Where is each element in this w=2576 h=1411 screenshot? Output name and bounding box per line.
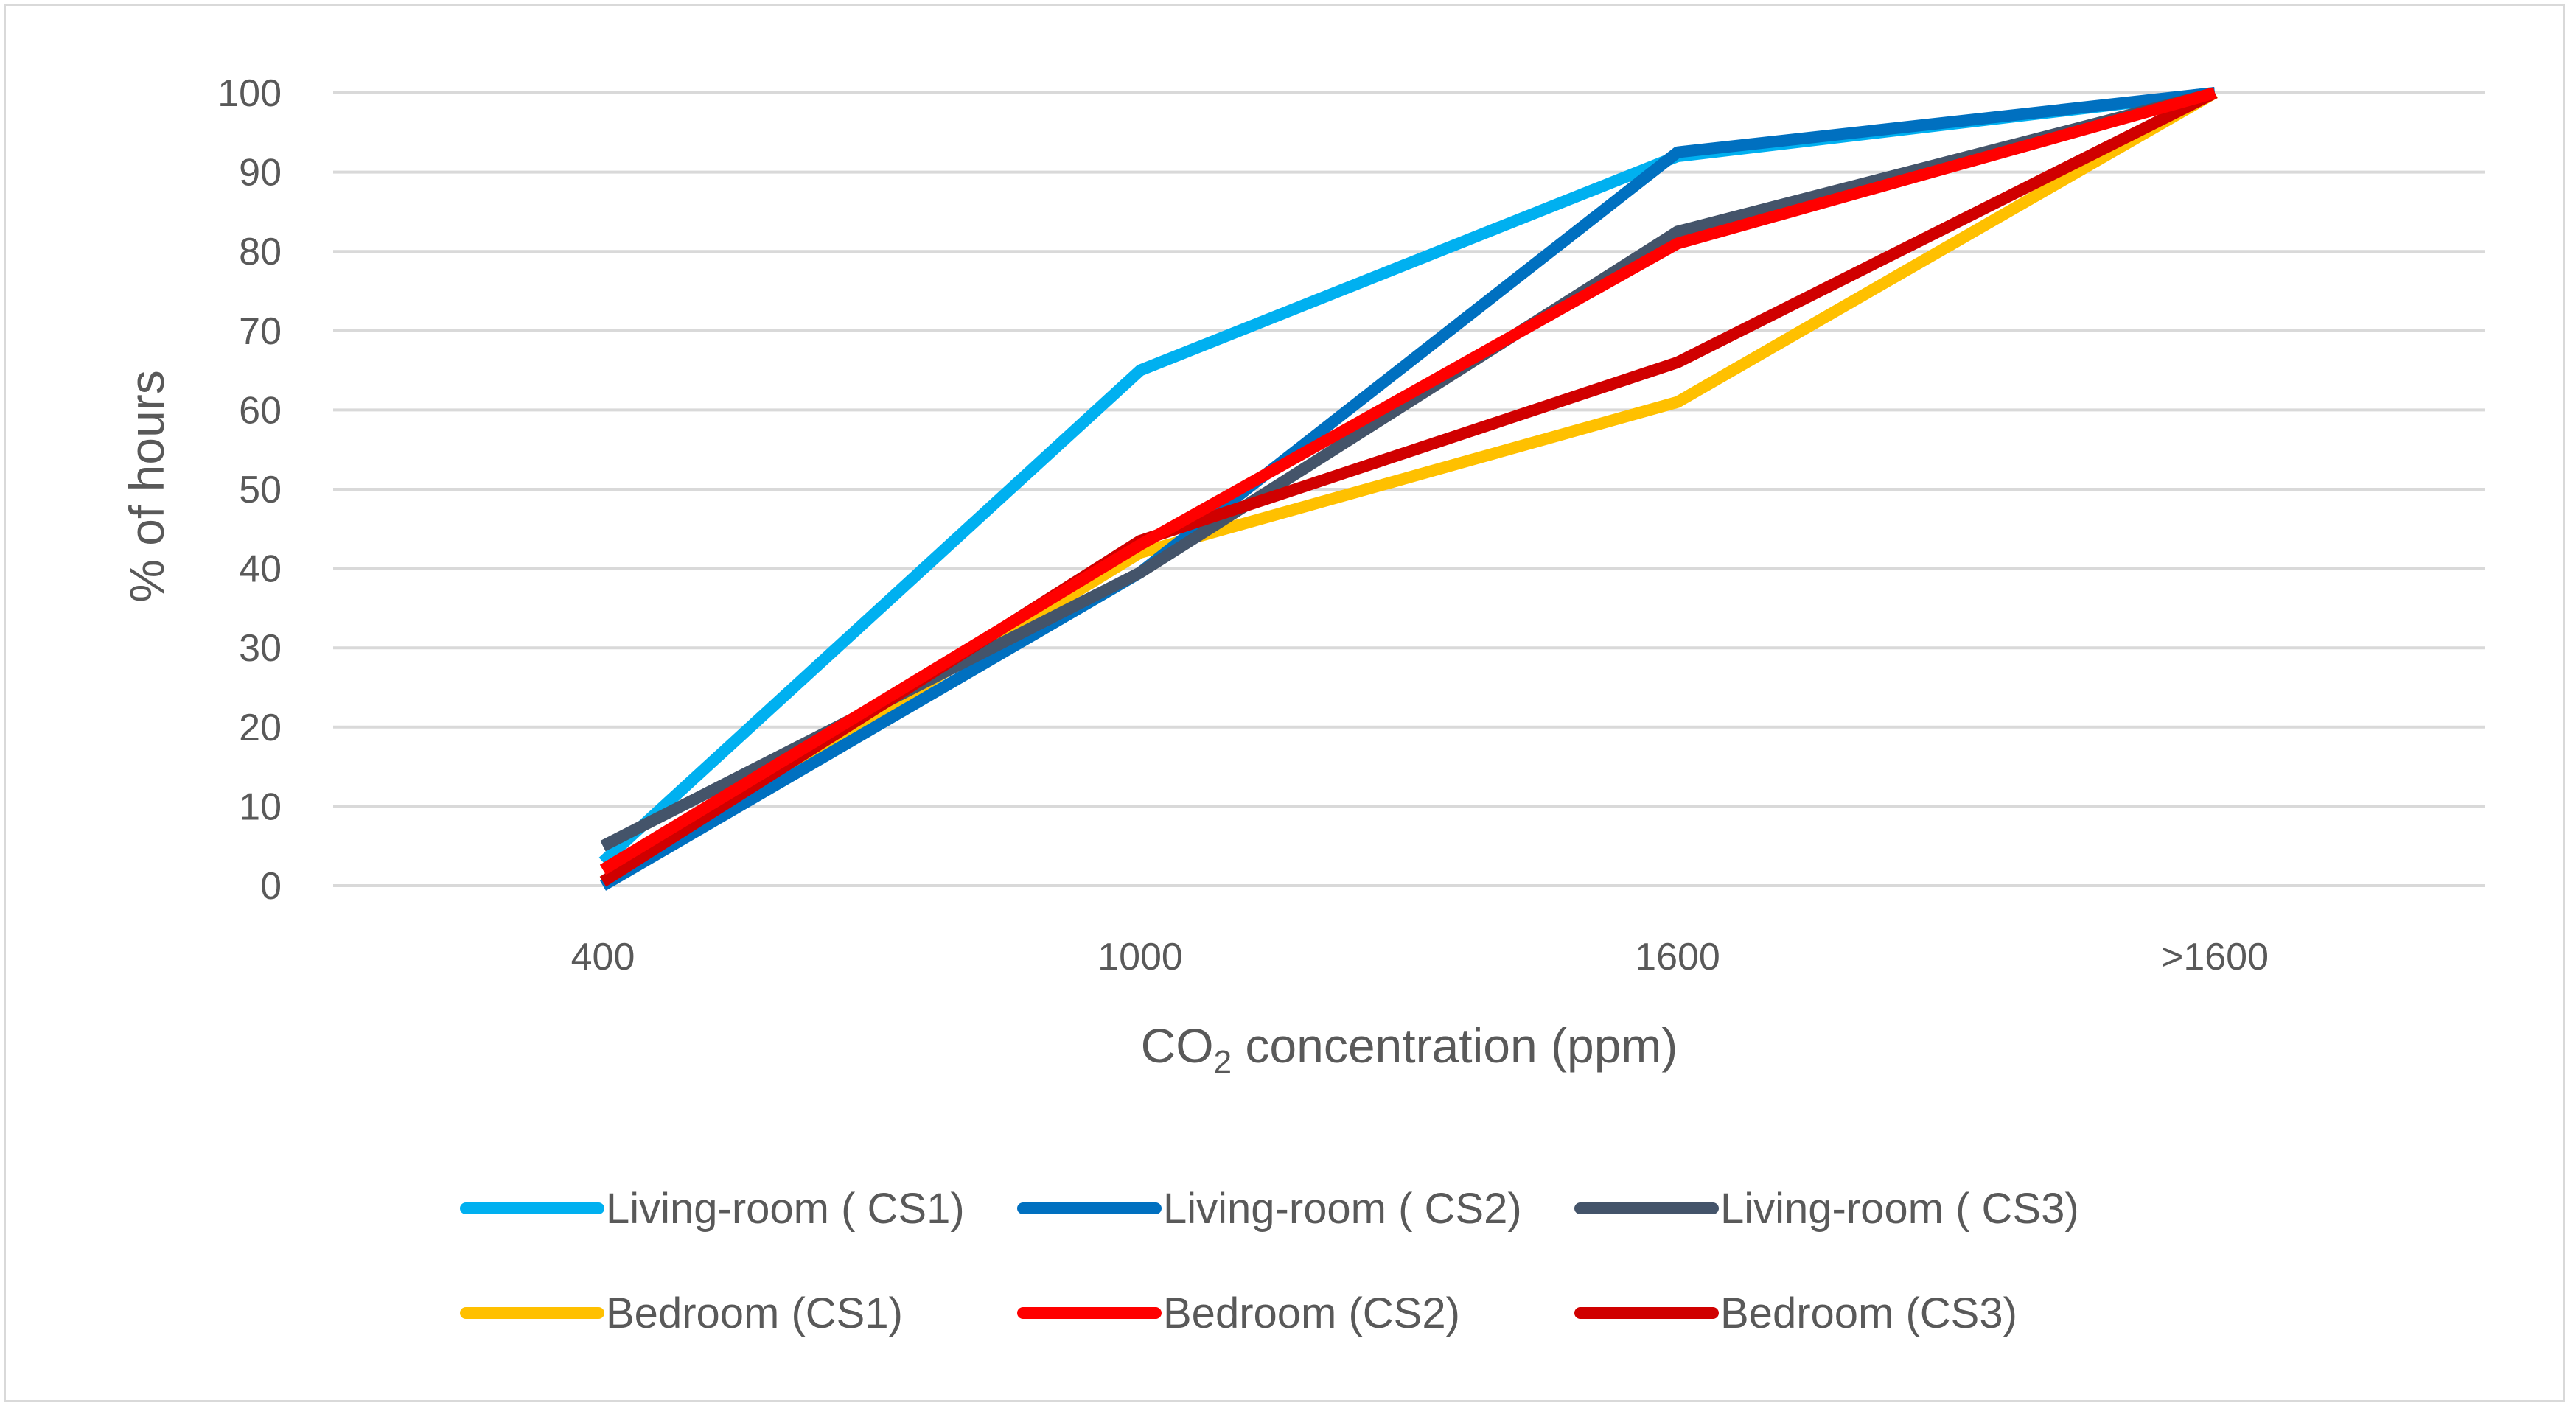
y-tick-label: 100 [217,72,282,115]
x-axis-title-main: CO [1141,1018,1214,1073]
y-tick-label: 70 [239,310,282,353]
legend-label: Bedroom (CS1) [606,1289,903,1337]
y-tick-label: 20 [239,707,282,749]
y-tick-label: 90 [239,152,282,195]
series-lines [598,87,2218,891]
y-tick-label: 10 [239,785,282,828]
y-tick-label: 50 [239,469,282,511]
gridlines [333,91,2485,887]
x-axis-title-rest: concentration (ppm) [1232,1018,1678,1073]
y-tick-label: 0 [260,865,282,908]
x-tick-label: 1600 [1635,936,1720,978]
legend-label: Living-room ( CS2) [1163,1185,1522,1233]
y-tick-label: 30 [239,627,282,670]
legend-label: Bedroom (CS3) [1720,1289,2017,1337]
legend: Living-room ( CS1) Living-room ( CS2) Livi… [460,1185,2079,1337]
x-tick-label: 400 [571,936,635,978]
series-line-4 [599,87,2218,887]
legend-label: Bedroom (CS2) [1163,1289,1460,1337]
x-tick-label: >1600 [2161,936,2269,978]
x-tick-label: 1000 [1097,936,1183,978]
y-tick-label: 60 [239,389,282,432]
y-tick-label: 40 [239,548,282,591]
chart-frame [4,4,2565,1402]
y-axis-title: % of hours [119,370,174,603]
series-line-5 [599,87,2217,875]
x-axis-title-subscript: 2 [1214,1044,1232,1080]
legend-label: Living-room ( CS1) [606,1185,965,1233]
series-line-2 [599,87,2216,891]
x-axis-title: CO2 concentration (ppm) [1141,1018,1678,1080]
y-tick-label: 80 [239,231,282,273]
x-axis-ticks: 400 1000 1600 >1600 [571,936,2269,978]
legend-label: Living-room ( CS3) [1720,1185,2079,1233]
y-axis-ticks: 0 10 20 30 40 50 60 70 80 90 100 [217,72,282,908]
